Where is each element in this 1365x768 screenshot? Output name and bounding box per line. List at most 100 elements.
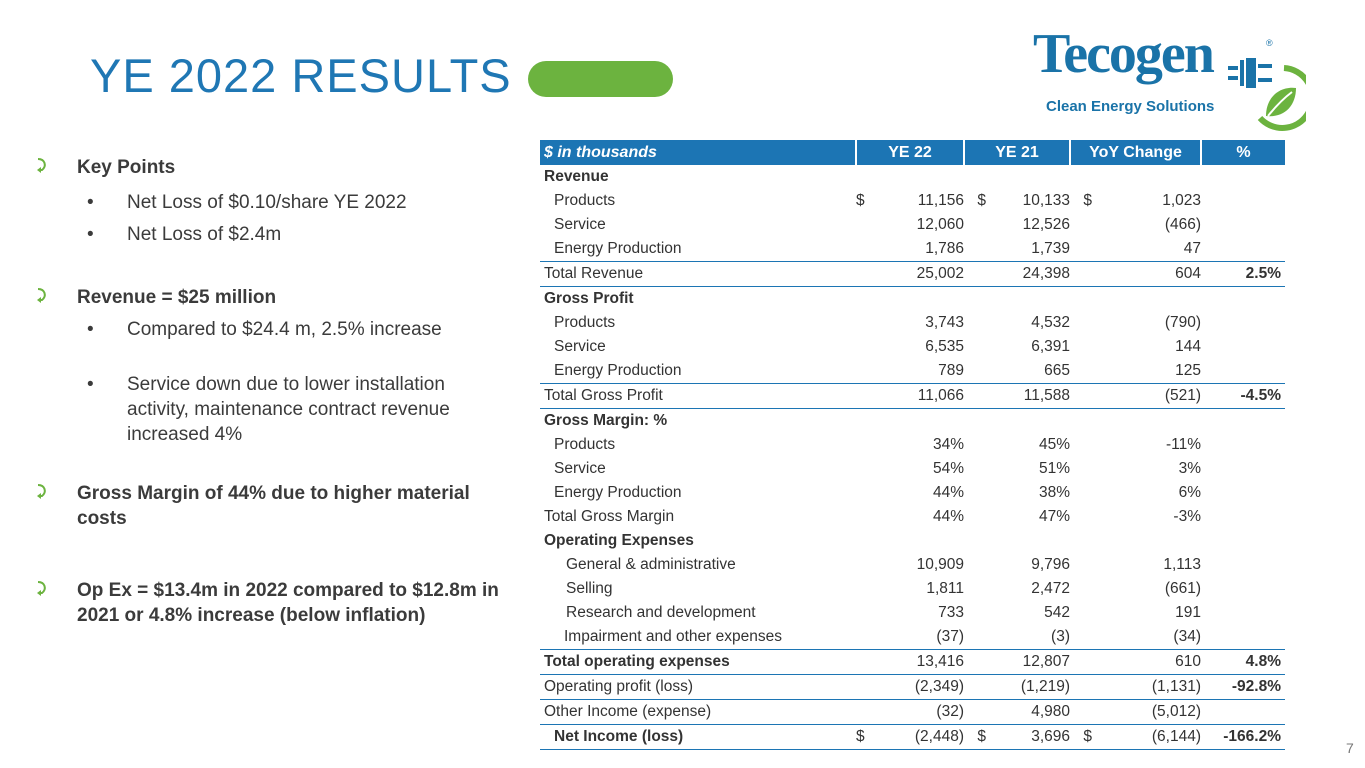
table-row: Research and development 733 542 191 [540,601,1285,625]
row-label: Operating profit (loss) [540,674,856,700]
cell-pct [1201,625,1285,650]
cell-pct [1201,359,1285,384]
cell-ye22: 6,535 [925,338,964,355]
currency-symbol [1070,213,1096,237]
currency-symbol [1070,625,1096,650]
cell-ye21: 9,796 [1031,556,1070,573]
row-label: Total Gross Profit [540,383,856,409]
cell-ye21: 45% [1038,436,1070,453]
margin-heading-text: Gross Margin of 44% due to higher materi… [77,483,470,529]
cell-ye22 [874,409,964,434]
cell-pct: 4.8% [1201,649,1285,675]
currency-symbol [856,553,874,577]
cell-pct: -166.2% [1201,724,1285,750]
cell-ye22: 733 [938,604,964,621]
row-label: Revenue [544,168,609,185]
cell-ye21: 47% [1038,508,1070,525]
accent-pill [528,61,673,97]
table-row: Service 6,535 6,391 144 [540,335,1285,359]
currency-symbol [964,649,990,675]
currency-symbol [856,457,874,481]
cell-ye22: (2,349) [874,674,964,700]
key-point-text: Net Loss of $2.4m [127,224,282,245]
cell-pct [1201,553,1285,577]
bullet-dot: • [87,192,94,213]
cell-ye21 [990,287,1070,312]
currency-symbol [856,699,874,725]
currency-symbol [964,457,990,481]
cell-ye21: 38% [1038,484,1070,501]
cell-ye22: 10,909 [916,556,964,573]
cell-ye22: 44% [932,484,964,501]
currency-symbol [856,213,874,237]
row-label: Total operating expenses [540,649,856,675]
currency-symbol: $ [1070,724,1096,750]
cell-yoy-change: 1,023 [1162,192,1201,209]
cell-ye22: 3,743 [925,314,964,331]
cell-pct [1201,213,1285,237]
margin-heading: Gross Margin of 44% due to higher materi… [35,481,507,531]
currency-symbol [964,287,990,312]
table-header-row: $ in thousands YE 22 YE 21 YoY Change % [540,140,1285,165]
row-label: Products [554,436,616,453]
table-row: Selling 1,811 2,472 (661) [540,577,1285,601]
cell-ye21: 51% [1038,460,1070,477]
currency-symbol [856,359,874,384]
currency-symbol [1070,601,1096,625]
currency-symbol [1070,699,1096,725]
cell-pct [1201,409,1285,434]
cell-ye21 [990,529,1070,553]
table-row: Other Income (expense) (32) 4,980 (5,012) [540,699,1285,725]
currency-symbol [964,409,990,434]
currency-symbol [1070,529,1096,553]
row-label: Energy Production [554,362,682,379]
row-label: Products [554,192,616,209]
currency-symbol [856,674,874,700]
currency-symbol [856,237,874,262]
currency-symbol [856,311,874,335]
cell-yoy-change: (6,144) [1096,724,1201,750]
page-number: 7 [1346,740,1354,756]
cell-pct: 2.5% [1201,261,1285,287]
currency-symbol [856,577,874,601]
cell-ye22: 13,416 [874,649,964,675]
header-yoy: YoY Change [1070,140,1202,165]
currency-symbol [856,409,874,434]
logo-wordmark: Tecogen [1033,23,1215,85]
table-row: Energy Production 44% 38% 6% [540,481,1285,505]
cell-yoy-change: (661) [1164,580,1201,597]
currency-symbol [964,213,990,237]
cell-ye21: (3) [1051,628,1070,645]
cell-yoy-change: (466) [1164,216,1201,233]
currency-symbol [1070,433,1096,457]
cell-pct: -4.5% [1201,383,1285,409]
header-label: $ in thousands [540,140,857,165]
page-title: YE 2022 RESULTS [90,49,512,102]
cell-yoy-change: 3% [1178,460,1201,477]
row-label: Selling [566,580,613,597]
row-label: Total Gross Margin [544,508,675,525]
currency-symbol [964,261,990,287]
cell-pct [1201,433,1285,457]
cell-yoy-change: 125 [1175,362,1201,379]
cell-yoy-change: 610 [1096,649,1201,675]
cell-yoy-change: -3% [1173,508,1201,525]
cell-ye21: 4,532 [1031,314,1070,331]
revenue-heading-text: Revenue = $25 million [77,287,277,308]
currency-symbol [964,237,990,262]
currency-symbol: $ [1083,192,1092,209]
table-row: Gross Margin: % [540,409,1285,434]
table-row: Energy Production 1,786 1,739 47 [540,237,1285,262]
cell-ye21: 665 [1044,362,1070,379]
currency-symbol [856,287,874,312]
cell-yoy-change: (34) [1173,628,1201,645]
currency-symbol [856,505,874,529]
currency-symbol [964,311,990,335]
cell-ye21: 12,526 [1022,216,1070,233]
cell-pct [1201,577,1285,601]
table-row: Service 54% 51% 3% [540,457,1285,481]
currency-symbol [1070,457,1096,481]
bullet-dot: • [87,224,94,245]
currency-symbol: $ [856,724,874,750]
cell-yoy-change: -11% [1165,436,1201,453]
